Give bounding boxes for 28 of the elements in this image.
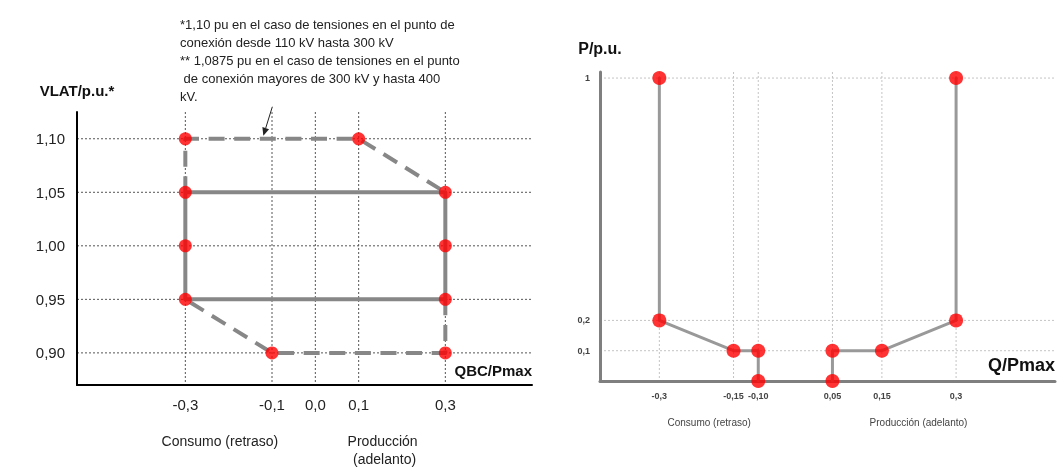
y-axis-title: P/p.u. — [578, 39, 622, 57]
x-tick-label: -0,1 — [259, 396, 285, 413]
x-tick-label: 0,15 — [873, 390, 891, 401]
x-tick-label: -0,3 — [651, 390, 668, 401]
y-tick-label: 0,2 — [577, 315, 590, 326]
y-axis-title: VLAT/p.u.* — [39, 82, 115, 99]
x-axis-title: QBC/Pmax — [454, 362, 533, 379]
annotation: *1,10 pu en el caso de tensiones en el punto de conexión desde 110 kV hasta 300 kV ** 1,0875 pu en el caso de tensiones en el punto de conexión mayores de 300 kV y hasta 400 kV. — [180, 17, 460, 105]
y-tick-label: 0,95 — [35, 290, 65, 308]
x-tick-label: 0,0 — [304, 396, 326, 413]
text: Consumo (retraso) — [667, 416, 751, 428]
y-tick-label: 1,05 — [35, 183, 65, 201]
y-tick-label: 1,00 — [35, 237, 65, 255]
y-tick-label: 0,90 — [35, 344, 65, 362]
text: Consumo (retraso) — [161, 433, 279, 449]
x-axis-title: Q/Pmax — [987, 355, 1055, 375]
x-tick-label: -0,3 — [172, 396, 199, 413]
x-tick-label: 0,1 — [348, 396, 370, 413]
text: Producción (adelanto) — [869, 416, 968, 428]
y-tick-label: 1 — [584, 73, 590, 84]
y-tick-label: 0,1 — [577, 345, 590, 356]
x-tick-label: -0,10 — [748, 390, 769, 401]
text: Producción (adelanto) — [347, 433, 422, 467]
x-tick-label: 0,05 — [823, 390, 842, 401]
x-tick-label: 0,3 — [949, 390, 963, 401]
y-tick-label: 1,10 — [35, 130, 65, 148]
x-tick-label: -0,15 — [723, 390, 744, 401]
x-tick-label: 0,3 — [434, 396, 456, 413]
